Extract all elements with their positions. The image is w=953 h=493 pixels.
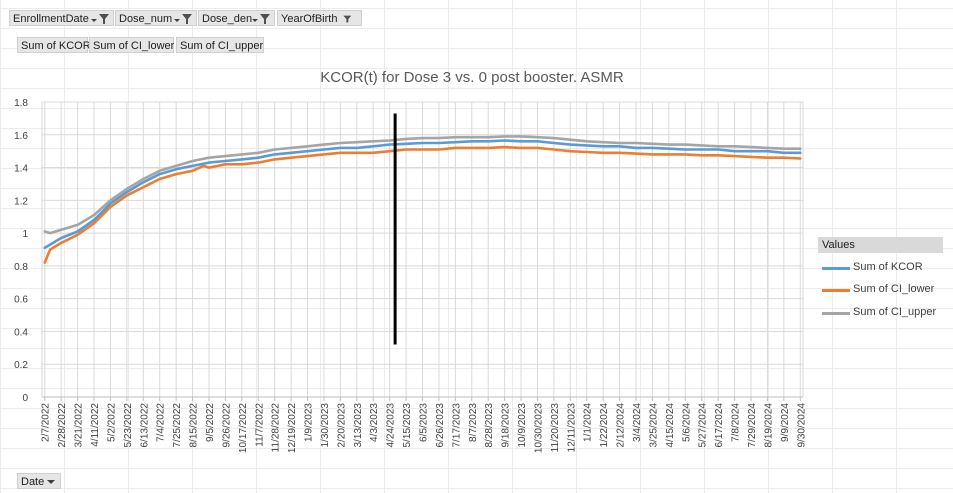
y-axis-labels: 0 0.2 0.4 0.6 0.8 1 1.2 1.4 1.6 1.8	[14, 98, 28, 404]
x-tick-label: 7/29/2024	[747, 403, 758, 448]
value-field-kcor[interactable]: Sum of KCOR	[17, 37, 91, 53]
x-tick-label: 2/20/2023	[336, 403, 347, 448]
y-tick-label: 1.4	[14, 164, 28, 175]
filter-dose-den[interactable]: Dose_den	[198, 10, 275, 26]
x-tick-label: 3/4/2024	[632, 403, 643, 442]
x-tick-label: 4/15/2024	[665, 403, 676, 448]
x-tick-label: 9/9/2024	[780, 403, 791, 442]
y-tick-label: 1.6	[14, 131, 28, 142]
filter-dose-num[interactable]: Dose_num	[115, 10, 197, 26]
x-tick-label: 4/24/2023	[386, 403, 397, 448]
x-tick-label: 8/19/2024	[763, 403, 774, 448]
axis-field-label: Date	[21, 476, 45, 488]
y-tick-label: 0.8	[14, 262, 28, 273]
legend-label-ci-upper: Sum of CI_upper	[853, 306, 937, 318]
legend-swatch-kcor	[822, 267, 850, 270]
x-tick-label: 5/6/2024	[681, 403, 692, 442]
x-tick-label: 3/13/2023	[353, 403, 364, 448]
x-tick-label: 7/8/2024	[731, 403, 742, 442]
x-tick-label: 8/28/2023	[484, 403, 495, 448]
filter-year-of-birth[interactable]: YearOfBirth	[277, 10, 362, 26]
series-line-kcor	[43, 139, 802, 250]
x-tick-label: 9/5/2022	[205, 403, 216, 442]
value-field-ci-lower[interactable]: Sum of CI_lower	[89, 37, 174, 53]
legend-label-kcor: Sum of KCOR	[853, 261, 923, 273]
y-tick-label: 1.2	[14, 196, 28, 207]
legend: Values Sum of KCOR Sum of CI_lower Sum o…	[818, 237, 953, 327]
x-tick-label: 9/30/2024	[796, 403, 807, 448]
x-tick-label: 5/15/2023	[402, 403, 413, 448]
x-tick-label: 11/20/2023	[550, 403, 561, 453]
legend-label-ci-lower: Sum of CI_lower	[853, 283, 935, 295]
legend-header[interactable]: Values	[818, 237, 943, 253]
value-field-ci-upper[interactable]: Sum of CI_upper	[176, 37, 264, 53]
series-line-ci-lower	[43, 145, 802, 264]
x-tick-label: 1/30/2023	[320, 403, 331, 448]
x-tick-label: 3/25/2024	[648, 403, 659, 448]
x-tick-label: 5/23/2022	[123, 403, 134, 448]
x-tick-label: 7/4/2022	[156, 403, 167, 442]
x-tick-label: 9/18/2023	[501, 403, 512, 448]
x-tick-label: 8/15/2022	[189, 403, 200, 448]
y-tick-label: 1.8	[14, 98, 28, 109]
x-tick-label: 11/28/2022	[271, 403, 282, 453]
x-tick-label: 2/7/2022	[41, 403, 52, 442]
filter-label: EnrollmentDate	[13, 13, 89, 25]
filter-label: YearOfBirth	[281, 13, 338, 25]
filter-dropdown-icon[interactable]	[87, 12, 111, 26]
dropdown-arrow-icon[interactable]	[46, 475, 56, 489]
y-tick-label: 0.6	[14, 295, 28, 306]
x-tick-label: 6/26/2023	[435, 403, 446, 448]
x-tick-label: 3/21/2022	[74, 403, 85, 448]
y-tick-label: 0.2	[14, 360, 28, 371]
x-tick-label: 12/19/2022	[287, 403, 298, 453]
plot-gridlines	[41, 101, 804, 401]
filter-dropdown-icon[interactable]	[248, 12, 272, 26]
x-tick-label: 6/5/2023	[419, 403, 430, 442]
x-tick-label: 6/17/2024	[714, 403, 725, 448]
x-tick-label: 9/26/2022	[221, 403, 232, 448]
filter-enrollment-date[interactable]: EnrollmentDate	[9, 10, 114, 26]
x-tick-label: 12/11/2023	[566, 403, 577, 453]
series-line-ci-upper	[43, 135, 802, 235]
y-tick-label: 1	[22, 229, 28, 240]
x-tick-label: 1/22/2024	[599, 403, 610, 448]
x-tick-label: 6/13/2022	[139, 403, 150, 448]
y-tick-label: 0.4	[14, 327, 28, 338]
x-tick-label: 1/9/2023	[304, 403, 315, 442]
legend-swatch-ci-lower	[822, 289, 850, 292]
y-tick-label: 0	[22, 393, 28, 404]
series-lines	[43, 135, 802, 264]
axis-field-date[interactable]: Date	[17, 473, 61, 489]
x-tick-label: 5/2/2022	[106, 403, 117, 442]
x-tick-label: 5/27/2024	[698, 403, 709, 448]
x-tick-label: 10/17/2022	[238, 403, 249, 453]
x-tick-label: 1/1/2024	[583, 403, 594, 442]
x-tick-label: 8/7/2023	[468, 403, 479, 442]
chart-title: KCOR(t) for Dose 3 vs. 0 post booster. A…	[320, 69, 624, 86]
filter-label: Dose_num	[119, 13, 173, 25]
x-tick-label: 7/25/2022	[172, 403, 183, 448]
legend-swatch-ci-upper	[822, 312, 850, 315]
filter-icon[interactable]	[342, 12, 358, 26]
x-tick-label: 7/17/2023	[451, 403, 462, 448]
x-tick-label: 2/28/2022	[57, 403, 68, 448]
x-tick-label: 4/11/2022	[90, 403, 101, 447]
x-tick-label: 11/7/2022	[254, 403, 265, 447]
x-tick-label: 4/3/2023	[369, 403, 380, 442]
x-axis-labels: 2/7/2022 2/28/2022 3/21/2022 4/11/2022 5/2/2…	[41, 403, 808, 453]
filter-dropdown-icon[interactable]	[170, 12, 194, 26]
filter-label: Dose_den	[202, 13, 253, 25]
x-tick-label: 10/9/2023	[517, 403, 528, 448]
x-tick-label: 10/30/2023	[533, 403, 544, 453]
x-tick-label: 2/12/2024	[616, 403, 627, 448]
